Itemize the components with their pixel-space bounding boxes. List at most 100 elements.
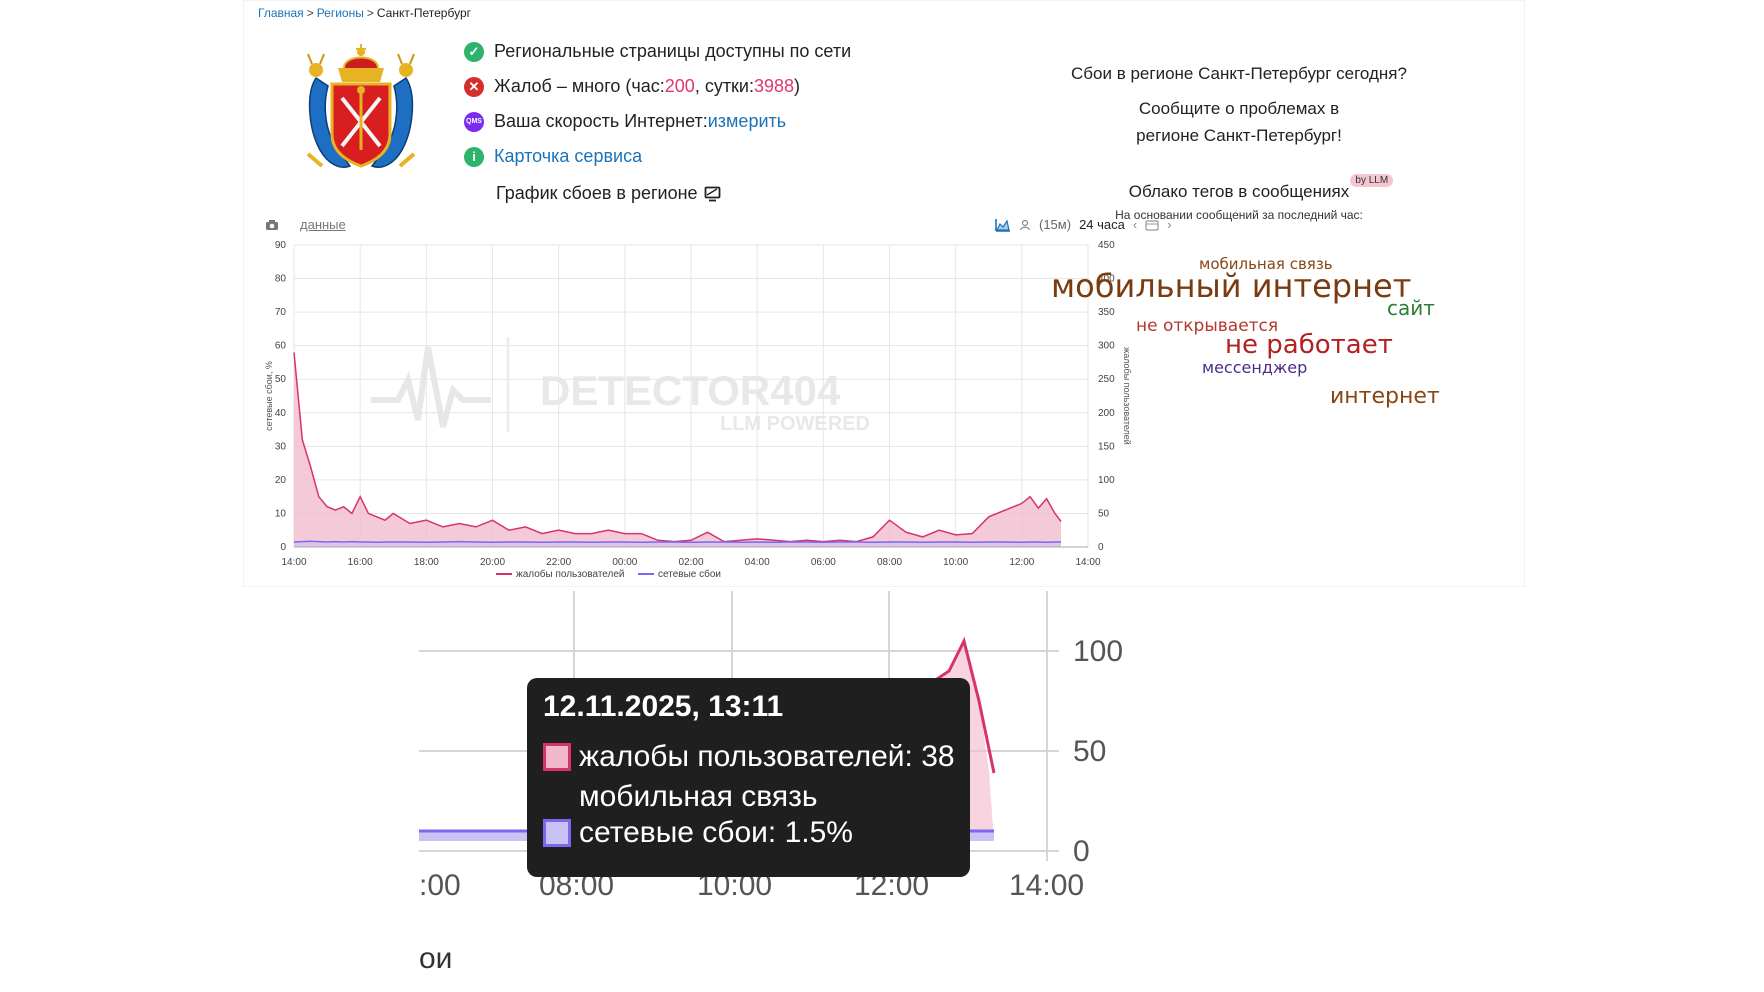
status-speed-row: QMS Ваша скорость Интернет: измерить <box>464 111 786 132</box>
x-tick-label: 10:00 <box>943 557 968 568</box>
outage-chart: DETECTOR404 LLM POWERED 14:00 16:00 18:00 2… <box>264 240 1132 580</box>
data-link[interactable]: данные <box>300 217 346 232</box>
y-axis-title-right: жалобы пользователей <box>1122 347 1132 445</box>
tooltip-row-complaints: жалобы пользователей: 38 <box>543 740 955 774</box>
breadcrumb-regions[interactable]: Регионы <box>316 6 364 20</box>
status-available-row: ✓ Региональные страницы доступны по сети <box>464 41 851 62</box>
tagcloud-note: На основании сообщений за последний час: <box>1115 208 1363 222</box>
zoom-xtick-0: :00 <box>419 869 461 902</box>
x-tick-label: 14:00 <box>281 557 306 568</box>
coat-of-arms-image <box>306 44 416 168</box>
y-tick-left: 20 <box>275 475 287 486</box>
zoom-legend-fragment: ои <box>419 942 452 975</box>
service-card-link[interactable]: Карточка сервиса <box>494 146 643 166</box>
tag-not-working[interactable]: не работает <box>1225 330 1393 360</box>
report-line-2[interactable]: регионе Санкт-Петербург! <box>1136 126 1342 145</box>
chart-toolbar-controls: (15м) 24 часа ‹ › <box>995 217 1172 232</box>
y-tick-left: 90 <box>275 240 287 251</box>
legend-label: жалобы пользователей <box>516 568 625 580</box>
y-tick-left: 0 <box>280 542 286 553</box>
zoom-ytick-0: 0 <box>1073 835 1090 868</box>
y-tick-right: 200 <box>1098 408 1115 419</box>
x-tick-label: 02:00 <box>678 557 703 568</box>
complaints-suffix: ) <box>794 76 801 96</box>
complaints-prefix: Жалоб – много (час: <box>494 76 665 96</box>
outage-panel: Главная > Регионы > Санкт-Петербург ✓ Регион… <box>243 0 1525 587</box>
watermark-brand: DETECTOR404 <box>540 367 841 414</box>
x-tick-label: 04:00 <box>745 557 770 568</box>
y-tick-right: 50 <box>1098 508 1110 519</box>
calendar-icon[interactable] <box>1145 219 1159 231</box>
speed-prefix: Ваша скорость Интернет: <box>494 111 708 131</box>
tooltip-tag-text: мобильная связь <box>579 780 818 813</box>
tag-messenger[interactable]: мессенджер <box>1202 358 1308 377</box>
tooltip-complaints-text: жалобы пользователей: 38 <box>579 740 955 773</box>
error-circle-icon: ✕ <box>464 76 484 97</box>
breadcrumb-separator: > <box>306 6 314 20</box>
tag-not-opening[interactable]: не открывается <box>1136 316 1279 336</box>
status-service-row: i Карточка сервиса <box>464 146 642 167</box>
report-line-1[interactable]: Сообщите о проблемах в <box>1138 99 1340 118</box>
chart-legend: жалобы пользователей сетевые сбои <box>496 568 721 580</box>
y-tick-right: 450 <box>1098 240 1115 251</box>
x-tick-label: 18:00 <box>414 557 439 568</box>
watermark-sub: LLM POWERED <box>720 413 870 435</box>
breadcrumb: Главная > Регионы > Санкт-Петербург <box>258 6 471 20</box>
chart-title-text: График сбоев в регионе <box>496 183 698 203</box>
zoom-ytick-50: 50 <box>1073 735 1106 768</box>
tag-mobile-connection[interactable]: мобильная связь <box>1199 255 1333 273</box>
area-chart-icon[interactable] <box>995 218 1011 232</box>
prev-period-arrow-icon[interactable]: ‹ <box>1132 217 1138 232</box>
camera-icon[interactable] <box>265 219 279 231</box>
speed-measure-link[interactable]: измерить <box>707 111 787 131</box>
breadcrumb-current: Санкт-Петербург <box>376 6 471 20</box>
zoom-ytick-100: 100 <box>1073 635 1123 668</box>
chart-tooltip: 12.11.2025, 13:11 жалобы пользователей: … <box>527 678 970 877</box>
y-tick-left: 10 <box>275 508 287 519</box>
series-area-complaints <box>294 352 1061 547</box>
watermark: DETECTOR404 LLM POWERED <box>371 337 870 435</box>
tag-site[interactable]: сайт <box>1387 296 1435 320</box>
tag-mobile-internet[interactable]: мобильный интернет <box>1051 267 1412 305</box>
y-tick-right: 150 <box>1098 441 1115 452</box>
tooltip-title: 12.11.2025, 13:11 <box>543 690 784 723</box>
info-circle-icon: i <box>464 146 484 167</box>
breadcrumb-home[interactable]: Главная <box>258 6 304 20</box>
next-period-arrow-icon[interactable]: › <box>1167 217 1172 232</box>
complaints-mid: , сутки: <box>694 76 754 96</box>
x-tick-label: 20:00 <box>480 557 505 568</box>
tagcloud-header: Облако тегов в сообщениях by LLM <box>979 174 1499 202</box>
interval-button[interactable]: (15м) <box>1039 217 1072 232</box>
network-swatch <box>543 819 571 847</box>
tooltip-row-network: сетевые сбои: 1.5% <box>543 816 853 850</box>
y-tick-right: 350 <box>1098 307 1115 318</box>
y-tick-left: 70 <box>275 307 287 318</box>
x-tick-label: 22:00 <box>546 557 571 568</box>
x-tick-label: 00:00 <box>612 557 637 568</box>
zoomed-chart-detail: 100 50 0 :00 08:00 10:00 12:00 14:00 ои … <box>419 591 1349 992</box>
speed-test-icon: QMS <box>464 111 484 132</box>
y-axis-title-left: сетевые сбои, % <box>264 361 274 431</box>
tag-internet[interactable]: интернет <box>1330 384 1440 409</box>
llm-badge: by LLM <box>1350 174 1394 187</box>
check-circle-icon: ✓ <box>464 41 484 62</box>
x-tick-label: 06:00 <box>811 557 836 568</box>
y-tick-right: 100 <box>1098 475 1115 486</box>
tooltip-network-text: сетевые сбои: 1.5% <box>579 816 853 849</box>
y-tick-left: 40 <box>275 408 287 419</box>
tagcloud-title-text: Облако тегов в сообщениях <box>1128 182 1350 201</box>
y-tick-left: 50 <box>275 374 287 385</box>
period-button[interactable]: 24 часа <box>1079 217 1125 232</box>
monitor-icon[interactable] <box>704 186 722 202</box>
series-line-complaints <box>293 352 1062 543</box>
legend-label: сетевые сбои <box>658 568 721 580</box>
tooltip-row-tag: мобильная связь <box>579 780 817 814</box>
status-complaints-row: ✕ Жалоб – много (час: 200, сутки: 3988) <box>464 76 800 97</box>
x-tick-label: 16:00 <box>348 557 373 568</box>
chart-series <box>293 352 1062 547</box>
y-tick-right: 300 <box>1098 341 1115 352</box>
complaints-hour-value: 200 <box>664 76 695 96</box>
x-tick-label: 12:00 <box>1009 557 1034 568</box>
user-icon[interactable] <box>1019 219 1031 231</box>
chart-axes: 14:00 16:00 18:00 20:00 22:00 00:00 02:00 04:00… <box>264 240 1132 568</box>
